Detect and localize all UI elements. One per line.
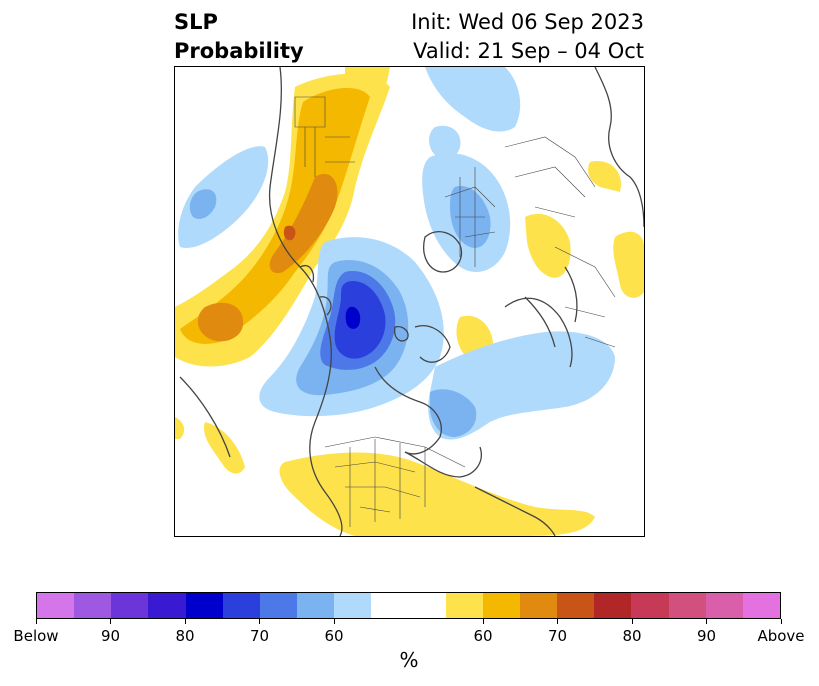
colorbar-segment bbox=[631, 593, 669, 618]
colorbar-tick-mark bbox=[482, 619, 484, 624]
colorbar-tick-mark bbox=[706, 619, 707, 624]
title-product: Probability bbox=[174, 39, 304, 63]
colorbar-segment bbox=[557, 593, 595, 618]
colorbar-segment bbox=[74, 593, 112, 618]
colorbar-tick-label: Below bbox=[13, 627, 59, 645]
colorbar-tick-label: 60 bbox=[324, 627, 344, 645]
political-boundaries bbox=[294, 96, 616, 527]
colorbar-segment bbox=[482, 593, 521, 618]
colorbar-segment bbox=[334, 593, 372, 618]
forecast-dates: Init: Wed 06 Sep 2023 Valid: 21 Sep – 04… bbox=[411, 8, 644, 66]
above-region-atlantic bbox=[279, 452, 595, 536]
above-region-east-asia bbox=[613, 231, 644, 298]
colorbar-tick-mark bbox=[557, 619, 558, 624]
colorbar-tick-mark bbox=[631, 619, 633, 624]
above-region-pacific-south bbox=[204, 422, 245, 474]
colorbar-segment bbox=[742, 593, 781, 618]
colorbar-tick-mark bbox=[259, 619, 260, 624]
colorbar-segment bbox=[259, 593, 298, 618]
colorbar-tick-label: 80 bbox=[175, 627, 195, 645]
below-region-canada-max bbox=[345, 306, 361, 329]
colorbar-tick-label: 70 bbox=[249, 627, 270, 645]
colorbar-tick-label: 70 bbox=[547, 627, 568, 645]
map-title: SLP Probability bbox=[174, 8, 304, 66]
below-region-small-blob bbox=[429, 125, 461, 159]
above-region-max bbox=[283, 225, 296, 241]
colorbar-segment bbox=[371, 593, 446, 618]
title-variable: SLP bbox=[174, 10, 218, 34]
colorbar-tick-label: 60 bbox=[473, 627, 493, 645]
probability-colorbar bbox=[36, 592, 781, 619]
colorbar-segment bbox=[668, 593, 706, 618]
below-region-north-pacific bbox=[178, 146, 269, 248]
colorbar-tick-label: 90 bbox=[100, 627, 121, 645]
colorbar-segment bbox=[520, 593, 558, 618]
above-region-siberia bbox=[525, 213, 571, 278]
colorbar-tick-label: 80 bbox=[622, 627, 642, 645]
colorbar-tick-mark bbox=[780, 619, 782, 624]
above-region-pacific-edge bbox=[175, 417, 185, 439]
colorbar-tick-label: 90 bbox=[696, 627, 717, 645]
above-normal-shading bbox=[175, 67, 644, 536]
colorbar-segment bbox=[445, 593, 483, 618]
colorbar-segment bbox=[148, 593, 186, 618]
colorbar-segment bbox=[222, 593, 260, 618]
colorbar-segment bbox=[185, 593, 223, 618]
below-region-north-pacific-mid bbox=[189, 189, 217, 219]
probability-map bbox=[174, 66, 645, 537]
init-date: Init: Wed 06 Sep 2023 bbox=[411, 10, 644, 34]
colorbar-segment bbox=[705, 593, 743, 618]
coastlines bbox=[179, 67, 644, 536]
above-region-core bbox=[269, 173, 338, 274]
colorbar-segment bbox=[111, 593, 149, 618]
colorbar-tick-mark bbox=[110, 619, 111, 624]
above-region-pacific-core bbox=[197, 302, 244, 342]
above-region-siberia-east bbox=[588, 161, 621, 192]
map-canvas bbox=[175, 67, 644, 536]
colorbar-tick-mark bbox=[35, 619, 37, 624]
valid-period: Valid: 21 Sep – 04 Oct bbox=[413, 39, 644, 63]
above-region-alaska-top bbox=[345, 67, 390, 88]
colorbar-tick-mark bbox=[184, 619, 186, 624]
above-region-west-canada-mid bbox=[180, 87, 370, 344]
below-normal-shading bbox=[178, 67, 615, 440]
colorbar-tick-mark bbox=[333, 619, 335, 624]
colorbar-unit: % bbox=[399, 648, 419, 672]
colorbar-segment bbox=[297, 593, 335, 618]
colorbar-segment bbox=[37, 593, 75, 618]
below-region-arctic-top bbox=[425, 67, 521, 132]
colorbar-segment bbox=[594, 593, 632, 618]
colorbar-tick-label: Above bbox=[757, 627, 805, 645]
